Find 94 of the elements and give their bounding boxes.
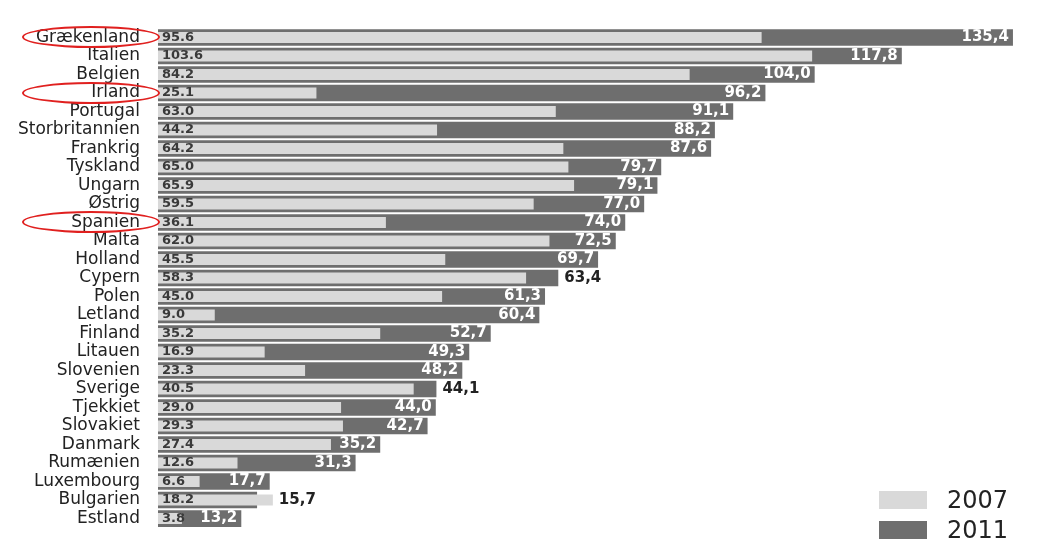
data-label: 117,8 (850, 45, 898, 64)
data-label: 42,7 (386, 415, 424, 434)
y-tick-label: Finland (79, 321, 140, 342)
data-label: 40.5 (161, 380, 195, 396)
y-tick-label: Grækenland (35, 25, 140, 46)
bar (157, 272, 527, 284)
data-label: 65.9 (161, 176, 195, 192)
bar (157, 50, 813, 62)
data-label: 65.0 (161, 158, 195, 174)
data-label: 79,1 (616, 175, 654, 194)
data-label: 79,7 (620, 156, 658, 175)
y-tick-label: Sverige (75, 377, 140, 398)
y-tick-label: Belgien (76, 62, 140, 83)
y-tick-label: Portugal (69, 99, 140, 120)
data-label: 74,0 (584, 212, 622, 231)
bar (157, 253, 446, 266)
data-label: 44.2 (161, 121, 195, 137)
data-label: 31,3 (314, 452, 352, 471)
data-label: 44,0 (394, 397, 432, 416)
y-tick-label: Danmark (61, 432, 141, 453)
data-label: 52,7 (449, 323, 487, 342)
bar (157, 420, 343, 432)
bar (157, 31, 762, 43)
data-label: 29.3 (161, 417, 195, 433)
data-label: 103.6 (161, 47, 204, 63)
data-label: 16.9 (161, 343, 195, 359)
data-label: 62.0 (161, 232, 195, 248)
bar (157, 457, 238, 469)
data-label: 27.4 (161, 435, 195, 451)
data-label: 63.0 (161, 102, 195, 118)
bar (157, 179, 575, 192)
data-label: 69,7 (557, 249, 595, 268)
data-label: 45.0 (161, 287, 195, 303)
data-label: 18.2 (161, 491, 195, 507)
data-label: 91,1 (692, 101, 730, 120)
data-label: 17,7 (228, 471, 266, 490)
data-label: 6.6 (161, 472, 185, 488)
bar (157, 142, 564, 155)
data-label: 45.5 (161, 250, 195, 266)
bar (157, 161, 569, 173)
data-label: 135,4 (961, 27, 1009, 46)
y-tick-label: Luxembourg (33, 469, 140, 490)
y-tick-label: Malta (93, 229, 140, 250)
y-tick-label: Italien (87, 44, 140, 65)
legend-label: 2007 (946, 486, 1008, 514)
bar (157, 216, 386, 229)
data-label: 84.2 (161, 65, 195, 81)
bar (157, 346, 265, 358)
data-label: 60,4 (498, 304, 536, 323)
data-label: 87,6 (670, 138, 708, 157)
data-label: 95.6 (161, 28, 195, 44)
bar (157, 401, 342, 414)
bar (157, 87, 317, 99)
data-label: 72,5 (574, 230, 612, 249)
data-label: 58.3 (161, 269, 195, 285)
data-label: 96,2 (724, 82, 762, 101)
data-label: 88,2 (673, 119, 711, 138)
y-tick-label: Litauen (76, 340, 140, 361)
bar (157, 68, 690, 81)
data-label: 77,0 (603, 193, 641, 212)
data-label: 63,4 (564, 267, 602, 286)
data-label: 12.6 (161, 454, 195, 470)
bar (157, 198, 534, 210)
y-tick-label: Holland (75, 247, 140, 268)
data-label: 59.5 (161, 195, 195, 211)
bar (157, 105, 556, 118)
bar (157, 438, 331, 451)
bar (157, 235, 550, 247)
legend-label: 2011 (946, 516, 1008, 544)
bar (157, 290, 443, 303)
data-label: 36.1 (161, 213, 195, 229)
data-label: 44,1 (442, 378, 480, 397)
bar (157, 124, 438, 136)
data-label: 48,2 (421, 360, 459, 379)
y-tick-label: Cypern (79, 266, 140, 287)
y-tick-label: Rumænien (48, 451, 140, 472)
data-label: 104,0 (763, 64, 811, 83)
y-tick-label: Slovenien (56, 358, 140, 379)
data-label: 13,2 (200, 508, 238, 527)
data-label: 49,3 (428, 341, 466, 360)
data-label: 25.1 (161, 84, 195, 100)
data-label: 29.0 (161, 398, 195, 414)
data-label: 9.0 (161, 306, 185, 322)
data-label: 61,3 (504, 286, 542, 305)
data-label: 15,7 (278, 489, 316, 508)
data-label: 35,2 (339, 434, 377, 453)
bar (157, 383, 414, 395)
y-tick-label: Frankrig (70, 136, 140, 157)
y-tick-label: Letland (76, 303, 140, 324)
data-label: 64.2 (161, 139, 195, 155)
data-label: 35.2 (161, 324, 195, 340)
data-label: 23.3 (161, 361, 195, 377)
bar (157, 494, 273, 506)
bar (157, 327, 381, 340)
